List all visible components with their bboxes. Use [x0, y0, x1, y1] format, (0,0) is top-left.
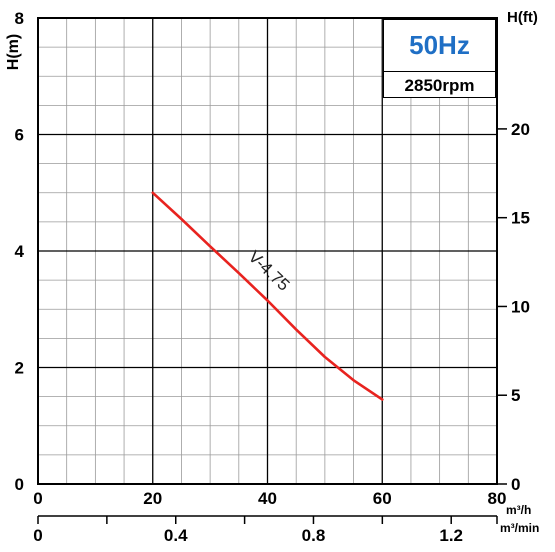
x-axis-title: m³/h	[506, 503, 531, 517]
series-line	[151, 191, 384, 401]
x-tick-label: 40	[258, 489, 277, 508]
y2-tick-label: 15	[511, 209, 530, 228]
x2-tick-label: 1.2	[439, 526, 463, 545]
right-axis: 0 5 10 15 20	[497, 120, 530, 494]
major-grid	[38, 18, 497, 484]
x-tick-label: 80	[488, 489, 507, 508]
y-axis-title: H(m)	[5, 34, 22, 70]
y-tick-label: 8	[15, 9, 24, 28]
y2-tick-label: 20	[511, 120, 530, 139]
y-tick-label: 2	[15, 359, 24, 378]
y2-axis-title: H(ft)	[507, 9, 538, 26]
y2-tick-label: 0	[511, 475, 520, 494]
speed-badge: 50Hz 2850rpm	[383, 19, 496, 98]
secondary-bottom-axis: 0 0.4 0.8 1.2	[33, 515, 498, 545]
x2-axis-title: m³/min	[500, 521, 539, 535]
bottom-axis: 0 20 40 60 80	[33, 489, 506, 508]
series-label: V-4.75	[245, 247, 294, 295]
y2-tick-label: 10	[511, 297, 530, 316]
x2-tick-label: 0.4	[164, 526, 188, 545]
plot-frame	[37, 17, 498, 485]
x-tick-label: 60	[373, 489, 392, 508]
y-tick-label: 4	[15, 242, 25, 261]
frequency-label: 50Hz	[409, 30, 470, 60]
y2-tick-label: 5	[511, 386, 520, 405]
rpm-label: 2850rpm	[384, 71, 495, 99]
x-tick-label: 0	[33, 489, 42, 508]
x-tick-label: 20	[143, 489, 162, 508]
y-tick-label: 0	[15, 475, 24, 494]
x2-tick-label: 0	[33, 526, 42, 545]
left-axis: 0 2 4 6 8	[15, 9, 25, 494]
x2-tick-label: 0.8	[302, 526, 326, 545]
y-tick-label: 6	[15, 126, 24, 145]
